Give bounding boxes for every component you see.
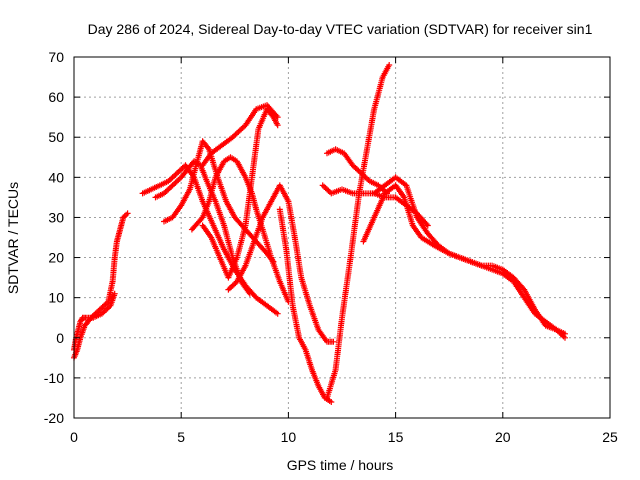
x-axis-label: GPS time / hours	[287, 457, 394, 473]
gridlines	[74, 57, 610, 418]
data-points	[71, 62, 568, 405]
series-arc-h	[276, 206, 335, 405]
y-tick-label: -10	[44, 370, 64, 386]
series-arc-m	[371, 174, 568, 341]
chart-title: Day 286 of 2024, Sidereal Day-to-day VTE…	[88, 21, 593, 37]
y-tick-label: 70	[48, 49, 64, 65]
data-point-markers	[276, 206, 335, 405]
x-tick-label: 20	[495, 429, 511, 445]
data-point-markers	[225, 182, 337, 345]
y-axis-label: SDTVAR / TECUs	[5, 182, 21, 294]
y-tick-label: 20	[48, 250, 64, 266]
y-tick-label: 60	[48, 89, 64, 105]
x-tick-label: 15	[388, 429, 404, 445]
y-tick-label: 10	[48, 290, 64, 306]
y-tick-label: 50	[48, 129, 64, 145]
series-arc-g	[199, 102, 281, 169]
plot-frame	[73, 56, 611, 419]
data-point-markers	[199, 102, 281, 169]
x-tick-label: 25	[602, 429, 618, 445]
y-tick-label: 0	[56, 330, 64, 346]
x-tick-label: 0	[70, 429, 78, 445]
y-tick-label: 40	[48, 169, 64, 185]
x-tick-label: 5	[177, 429, 185, 445]
series-arc-f	[225, 182, 337, 345]
y-tick-label: -20	[44, 410, 64, 426]
data-point-markers	[199, 106, 281, 281]
series-arc-e	[199, 106, 281, 281]
axis-ticks: 0 5 10 15 20 25 -20 -10 0 10 20 30 40 50 60 70	[44, 49, 618, 445]
y-tick-label: 30	[48, 209, 64, 225]
data-point-markers	[371, 174, 568, 341]
x-tick-label: 10	[281, 429, 297, 445]
